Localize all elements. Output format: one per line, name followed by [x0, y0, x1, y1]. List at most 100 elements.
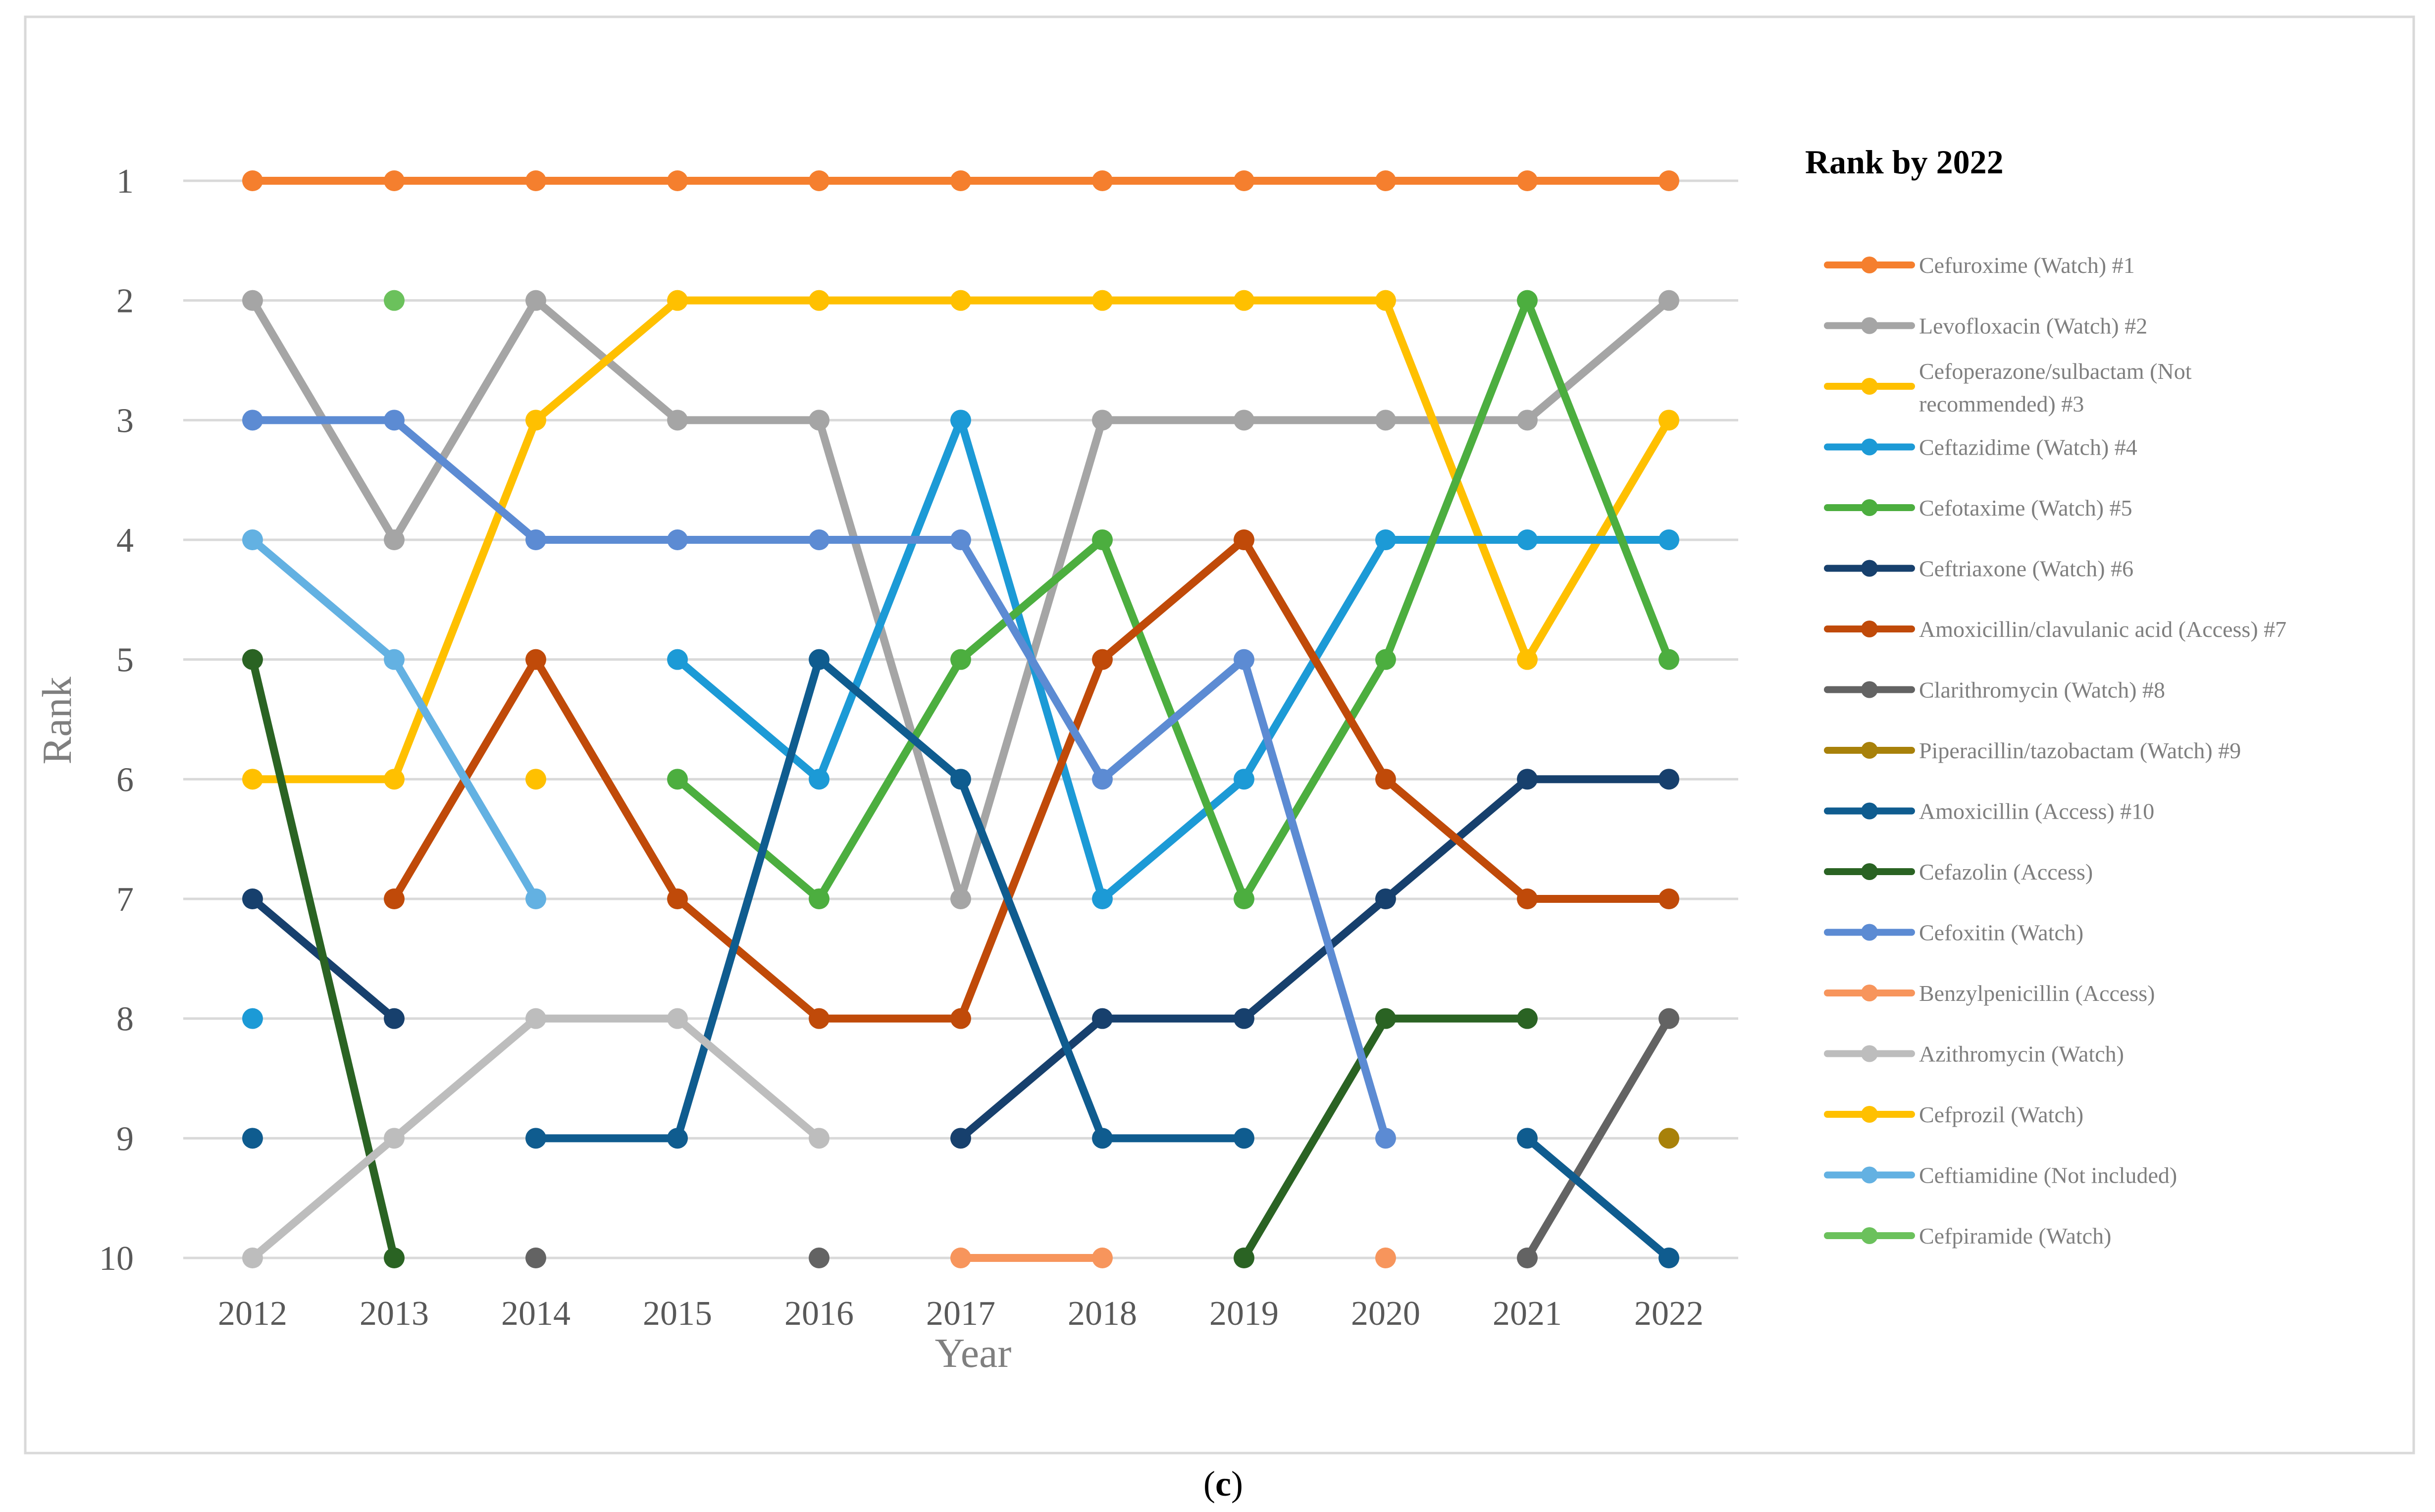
legend-label: Cefazolin (Access) — [1919, 859, 2093, 885]
series-azithromycin-watch — [242, 1008, 829, 1268]
legend-label: Amoxicillin (Access) #10 — [1919, 799, 2154, 824]
data-point — [667, 769, 688, 790]
data-point — [1375, 1128, 1396, 1149]
series-cefoxitin-watch — [242, 410, 1396, 1149]
data-point — [950, 529, 971, 550]
data-point — [809, 170, 829, 191]
data-point — [242, 769, 263, 790]
series-segment — [815, 416, 965, 903]
data-point — [1517, 1128, 1538, 1149]
series-segment — [390, 1014, 540, 1143]
series-segment — [1523, 1014, 1673, 1262]
series-segment — [390, 655, 540, 903]
data-point — [525, 769, 546, 790]
data-point — [950, 649, 971, 670]
y-tick-label: 6 — [116, 761, 134, 799]
legend-item-amoxicillin-clavulanic-acid-access-7: Amoxicillin/clavulanic acid (Access) #7 — [1824, 617, 2286, 642]
series-segment — [249, 1134, 398, 1262]
series-segment — [1240, 536, 1390, 783]
legend-label-line: Cefoperazone/sulbactam (Not — [1919, 359, 2192, 384]
data-point — [1658, 888, 1679, 909]
y-tick-label: 7 — [116, 881, 134, 919]
legend-swatch-marker — [1861, 257, 1878, 273]
data-point — [1375, 529, 1396, 550]
data-point — [950, 1248, 971, 1268]
legend-swatch-marker — [1861, 1045, 1878, 1062]
x-tick-label: 2017 — [926, 1295, 995, 1333]
caption-letter: c — [1215, 1464, 1231, 1504]
x-tick-label: 2016 — [784, 1295, 854, 1333]
legend-title: Rank by 2022 — [1805, 143, 2004, 181]
data-point — [1375, 1248, 1396, 1268]
data-point — [1234, 170, 1254, 191]
legend-item-clarithromycin-watch-8: Clarithromycin (Watch) #8 — [1824, 678, 2165, 703]
data-point — [1375, 410, 1396, 431]
data-point — [1092, 769, 1113, 790]
data-point — [1092, 1248, 1113, 1268]
legend-label: Ceftazidime (Watch) #4 — [1919, 435, 2137, 460]
data-point — [1375, 649, 1396, 670]
legend-swatch-marker — [1861, 802, 1878, 820]
data-point — [525, 1128, 546, 1149]
data-point — [1517, 290, 1538, 311]
series-segment — [957, 775, 1106, 1143]
data-point — [525, 1008, 546, 1029]
series-segment — [249, 536, 398, 664]
caption-open-paren: ( — [1203, 1464, 1215, 1504]
x-tick-label: 2018 — [1068, 1295, 1137, 1333]
legend-label: Amoxicillin/clavulanic acid (Access) #7 — [1919, 617, 2286, 642]
series-segment — [1523, 296, 1673, 664]
data-point — [1517, 529, 1538, 550]
legend-item-levofloxacin-watch-2: Levofloxacin (Watch) #2 — [1824, 313, 2147, 339]
legend-swatch-marker — [1861, 1227, 1878, 1244]
legend-label: Cefprozil (Watch) — [1919, 1102, 2083, 1127]
data-point — [1092, 888, 1113, 909]
data-point — [1375, 1008, 1396, 1029]
data-point — [1234, 1248, 1254, 1268]
legend-label: Azithromycin (Watch) — [1919, 1042, 2124, 1067]
data-point — [1375, 170, 1396, 191]
data-point — [1234, 888, 1254, 909]
data-point — [809, 290, 829, 311]
x-tick-label: 2020 — [1351, 1295, 1420, 1333]
data-point — [525, 649, 546, 670]
legend-item-ceftriaxone-watch-6: Ceftriaxone (Watch) #6 — [1824, 556, 2133, 581]
series-segment — [1098, 536, 1248, 664]
data-point — [667, 529, 688, 550]
data-point — [242, 170, 263, 191]
legend-item-piperacillin-tazobactam-watch-9: Piperacillin/tazobactam (Watch) #9 — [1824, 738, 2241, 763]
legend-swatch-marker — [1861, 499, 1878, 516]
series-segment — [1382, 775, 1531, 903]
data-point — [242, 1248, 263, 1268]
series-segment — [1240, 655, 1390, 1143]
data-point — [1517, 170, 1538, 191]
x-tick-label: 2021 — [1493, 1295, 1562, 1333]
series-segment — [390, 416, 540, 544]
series-segment — [532, 296, 681, 424]
data-point — [1658, 649, 1679, 670]
chart-frame — [24, 15, 2415, 1455]
series-group — [242, 170, 1679, 1268]
data-point — [242, 888, 263, 909]
y-tick-label: 8 — [116, 1000, 134, 1039]
series-segment — [815, 655, 965, 783]
legend-swatch-marker — [1861, 317, 1878, 334]
data-point — [950, 290, 971, 311]
legend-label: Cefotaxime (Watch) #5 — [1919, 495, 2132, 521]
data-point — [1658, 1008, 1679, 1029]
legend-label: Ceftiamidine (Not included) — [1919, 1163, 2177, 1188]
data-point — [667, 410, 688, 431]
data-point — [1658, 529, 1679, 550]
series-segment — [957, 536, 1106, 783]
legend-item-cefoxitin-watch: Cefoxitin (Watch) — [1824, 920, 2083, 945]
series-segment — [1240, 655, 1390, 903]
x-tick-label: 2012 — [218, 1295, 287, 1333]
series-segment — [1240, 895, 1390, 1023]
data-point — [384, 529, 405, 550]
legend-item-cefpiramide-watch: Cefpiramide (Watch) — [1824, 1223, 2111, 1249]
legend-item-cefprozil-watch: Cefprozil (Watch) — [1824, 1102, 2083, 1127]
y-tick-label: 1 — [116, 162, 134, 201]
data-point — [1234, 769, 1254, 790]
caption-close-paren: ) — [1231, 1464, 1243, 1504]
